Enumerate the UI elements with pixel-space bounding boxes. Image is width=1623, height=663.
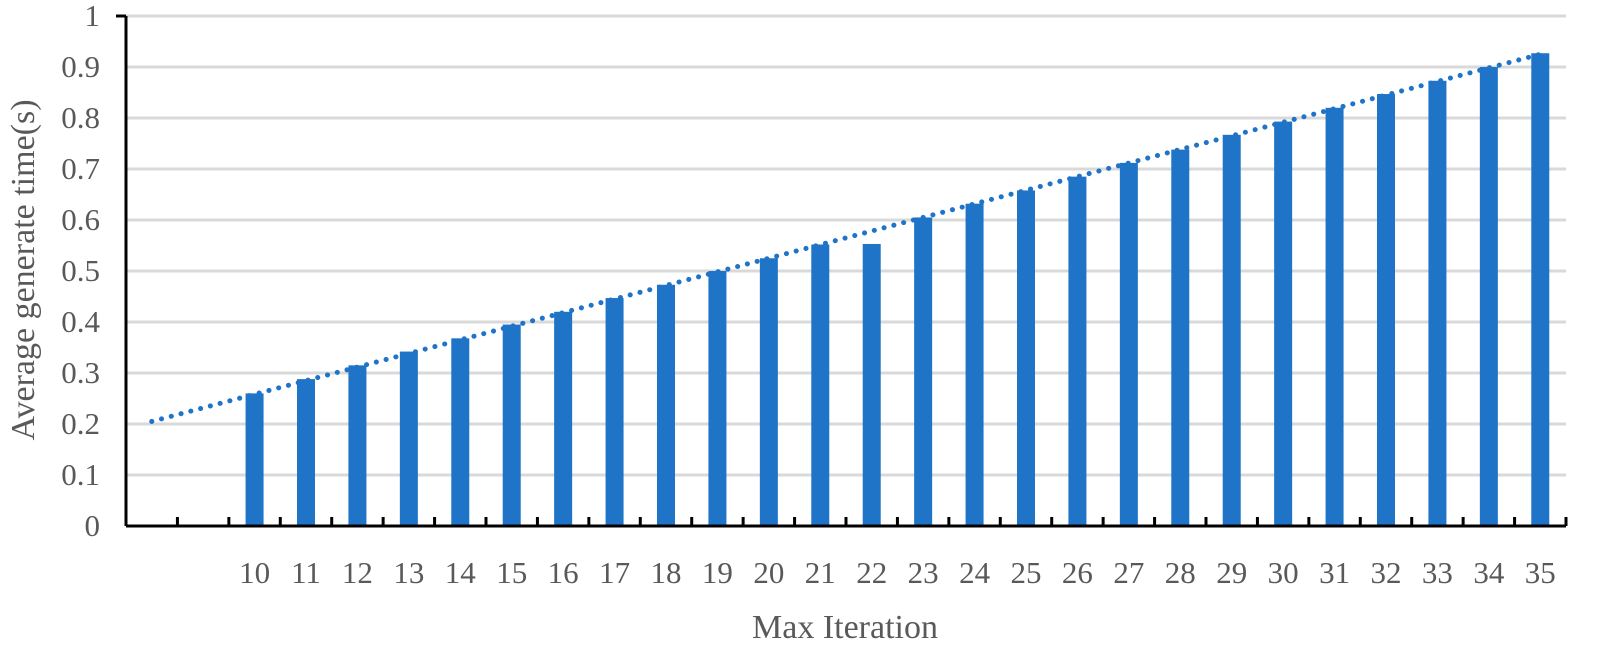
x-tick-label: 28 [1165,555,1196,590]
y-axis-title: Average generate time(s) [5,99,42,440]
gridlines [126,14,1566,477]
bar [657,284,675,526]
bar [1171,149,1190,526]
x-tick-label: 31 [1319,555,1350,590]
x-tick-label: 10 [239,555,270,590]
bar [451,338,470,526]
bar [708,271,727,526]
bar [399,351,418,526]
bar [554,311,573,526]
bar [1017,190,1035,527]
x-tick-label: 30 [1268,555,1299,590]
y-tick-label: 1 [85,0,101,33]
x-tick-label: 20 [753,555,784,590]
x-tick-label: 23 [908,555,939,590]
bar [1325,107,1344,527]
x-tick-label: 18 [651,555,682,590]
x-tick-label: 24 [959,555,991,590]
bar [502,324,521,526]
x-tick-label: 12 [342,555,373,590]
bar [605,298,624,526]
x-tick-label: 11 [291,555,321,590]
bar [245,393,264,526]
bar [862,243,881,526]
y-tick-label: 0.1 [61,457,100,492]
bar [1428,80,1447,527]
x-tick-label: 35 [1525,555,1556,590]
y-tick-label: 0.4 [61,304,100,339]
y-tick-label: 0 [85,508,101,543]
bar [1479,67,1498,526]
y-tick-label: 0.5 [61,253,100,288]
x-tick-label: 32 [1371,555,1402,590]
bar [1068,176,1087,526]
y-tick-labels: 0 0.1 0.2 0.3 0.4 0.5 0.6 0.7 0.8 0.9 1 [61,0,100,543]
x-tick-label: 34 [1473,555,1505,590]
x-tick-labels: 10 11 12 13 14 15 16 17 18 19 20 21 22 23 24 25 26 27 28 29… [239,555,1556,590]
y-tick-label: 0.9 [61,49,100,84]
y-tick-label: 0.6 [61,202,100,237]
bar [1119,162,1138,526]
trendline [149,51,1543,424]
y-tick-label: 0.3 [61,355,100,390]
x-tick-label: 25 [1011,555,1042,590]
bar [1222,134,1241,526]
x-tick-label: 26 [1062,555,1093,590]
x-axis-title: Max Iteration [752,609,938,646]
x-tick-label: 29 [1216,555,1247,590]
x-tick-label: 16 [548,555,579,590]
bar [1531,53,1550,526]
x-tick-label: 13 [393,555,424,590]
x-tick-label: 19 [702,555,733,590]
x-tick-label: 27 [1113,555,1144,590]
axes [116,14,1568,528]
x-tick-label: 33 [1422,555,1453,590]
x-tick-label: 15 [496,555,527,590]
x-tick-label: 22 [856,555,887,590]
bars [245,53,1550,527]
bar [914,217,933,526]
y-tick-label: 0.7 [61,151,100,186]
bar [297,379,315,526]
y-tick-label: 0.2 [61,406,100,441]
bar [965,203,984,526]
x-tick-label: 21 [805,555,836,590]
bar [1377,94,1395,526]
bar [759,258,778,526]
bar [1274,121,1293,526]
trendline-line [149,51,1543,424]
bar [348,365,367,526]
x-tick-label: 17 [599,555,630,590]
y-tick-label: 0.8 [61,100,100,135]
bar [811,244,830,527]
x-tick-label: 14 [445,555,477,590]
